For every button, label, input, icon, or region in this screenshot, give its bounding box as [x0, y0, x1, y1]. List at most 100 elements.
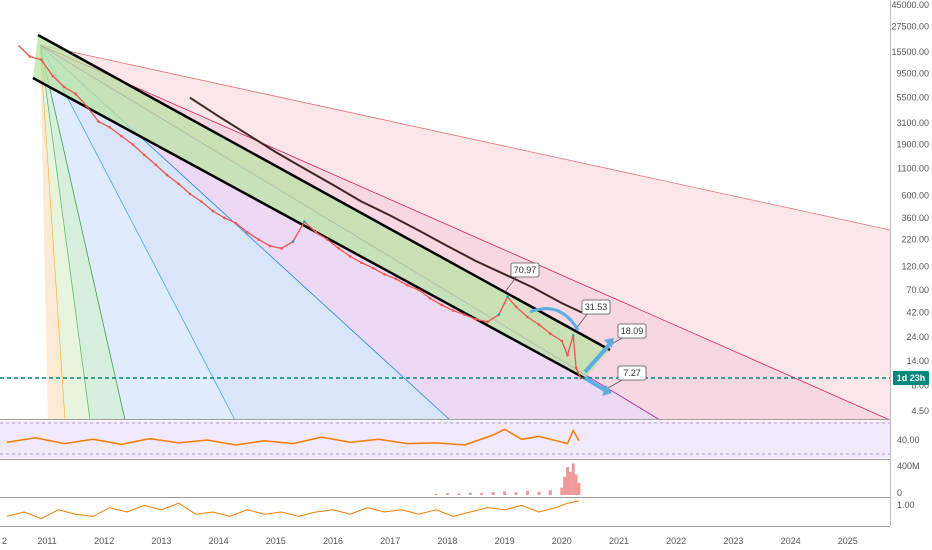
volume-bar — [514, 492, 518, 495]
moving-average — [189, 96, 583, 314]
price-point — [74, 92, 77, 96]
price-series — [17, 44, 582, 380]
ma-line — [189, 96, 583, 314]
volume-bar — [503, 491, 507, 495]
price-tick-label: 9500.00 — [896, 69, 929, 79]
price-axis[interactable]: 45000.00 27500.00 15500.00 9500.00 5500.00 31… — [890, 0, 932, 526]
callout-label: 18.09 — [621, 326, 644, 336]
fan-regions — [39, 44, 891, 421]
price-point — [39, 58, 43, 62]
volume-bar — [457, 493, 461, 495]
time-tick-label: 2014 — [209, 536, 229, 546]
price-tick-label: 24.00 — [906, 332, 929, 342]
time-tick-label: 2013 — [151, 536, 171, 546]
volume-bar — [491, 491, 495, 495]
price-point — [268, 244, 272, 248]
price-point — [51, 74, 55, 78]
time-axis[interactable]: 2 2011 2012 2013 2014 2015 2016 2017 2018 2019 202… — [0, 527, 932, 550]
projection-arrows — [529, 307, 614, 396]
price-point — [360, 261, 363, 265]
callout-label: 70.97 — [514, 265, 537, 275]
price-tick-label: 5500.00 — [896, 93, 929, 103]
oscillator-axis-label: 1.00 — [897, 500, 915, 510]
volume-pane — [434, 463, 581, 495]
price-point — [537, 323, 541, 326]
price-tick-label: 1900.00 — [896, 140, 929, 150]
time-tick-label: 2 — [2, 536, 7, 546]
time-tick-label: 2018 — [437, 536, 457, 546]
price-point — [506, 295, 509, 299]
price-point — [428, 297, 432, 300]
volume-axis-label-top: 400M — [897, 461, 920, 471]
price-point — [514, 305, 518, 308]
price-point — [131, 143, 135, 146]
price-point — [549, 332, 552, 335]
time-tick-label: 2021 — [609, 536, 629, 546]
volume-bar — [548, 490, 552, 495]
price-point — [566, 353, 569, 357]
volume-bar — [537, 491, 541, 495]
price-point — [440, 303, 443, 307]
time-tick-label: 2024 — [781, 536, 801, 546]
descending-channel[interactable] — [32, 33, 611, 394]
price-tick-label: 70.00 — [906, 285, 929, 295]
time-tick-label: 2016 — [323, 536, 343, 546]
volume-bar — [468, 492, 472, 495]
price-tick-label: 1100.00 — [897, 164, 929, 174]
price-point — [62, 85, 66, 89]
rsi-line — [6, 428, 580, 446]
oscillator-pane — [6, 500, 580, 520]
current-price-badge-text: 1d 23h — [897, 373, 926, 383]
callout-box — [617, 323, 647, 339]
time-tick-label: 2019 — [495, 536, 515, 546]
time-tick-label: 2011 — [37, 536, 56, 546]
price-point — [177, 182, 180, 186]
volume-axis-label-bottom: 0 — [897, 488, 902, 498]
price-tick-label: 220.00 — [901, 235, 929, 245]
price-point — [383, 273, 386, 276]
price-tick-label: 27500.00 — [891, 22, 929, 32]
price-tick-label: 120.00 — [901, 261, 929, 271]
price-point — [188, 192, 192, 196]
volume-bar — [434, 493, 438, 495]
price-tick-label: 360.00 — [901, 213, 929, 223]
price-point — [28, 55, 32, 58]
volume-bar — [563, 476, 567, 495]
price-point — [234, 221, 238, 225]
price-point — [211, 209, 215, 213]
volume-bar — [566, 467, 570, 495]
price-point — [406, 283, 409, 287]
price-point — [154, 163, 157, 167]
callout-pointer — [504, 275, 518, 293]
price-point — [348, 255, 352, 258]
price-point — [497, 313, 501, 316]
rsi-pane — [0, 421, 890, 458]
price-point — [337, 247, 341, 250]
price-point — [574, 366, 578, 370]
rsi-axis-label: 40.00 — [897, 435, 920, 445]
price-point — [291, 240, 295, 243]
time-tick-label: 2023 — [723, 536, 743, 546]
price-point — [280, 247, 283, 250]
time-tick-label: 2017 — [380, 536, 400, 546]
time-tick-label: 2015 — [266, 536, 286, 546]
price-point — [394, 277, 398, 281]
price-tick-label: 600.00 — [901, 190, 929, 200]
price-point — [474, 318, 478, 321]
callout-box — [581, 299, 611, 315]
volume-bar — [525, 490, 529, 495]
price-point — [526, 315, 529, 319]
time-tick-label: 2025 — [838, 536, 858, 546]
price-tick-label: 45000.00 — [891, 0, 929, 10]
price-point — [85, 105, 89, 108]
current-price-badge — [893, 371, 929, 385]
price-tick-label: 14.00 — [906, 356, 929, 366]
price-point — [120, 134, 123, 138]
pane-dividers — [0, 419, 890, 527]
price-point — [108, 126, 112, 129]
volume-bar — [574, 474, 578, 495]
volume-bar — [568, 471, 572, 495]
time-tick-label: 2022 — [666, 536, 686, 546]
price-point — [571, 334, 575, 337]
